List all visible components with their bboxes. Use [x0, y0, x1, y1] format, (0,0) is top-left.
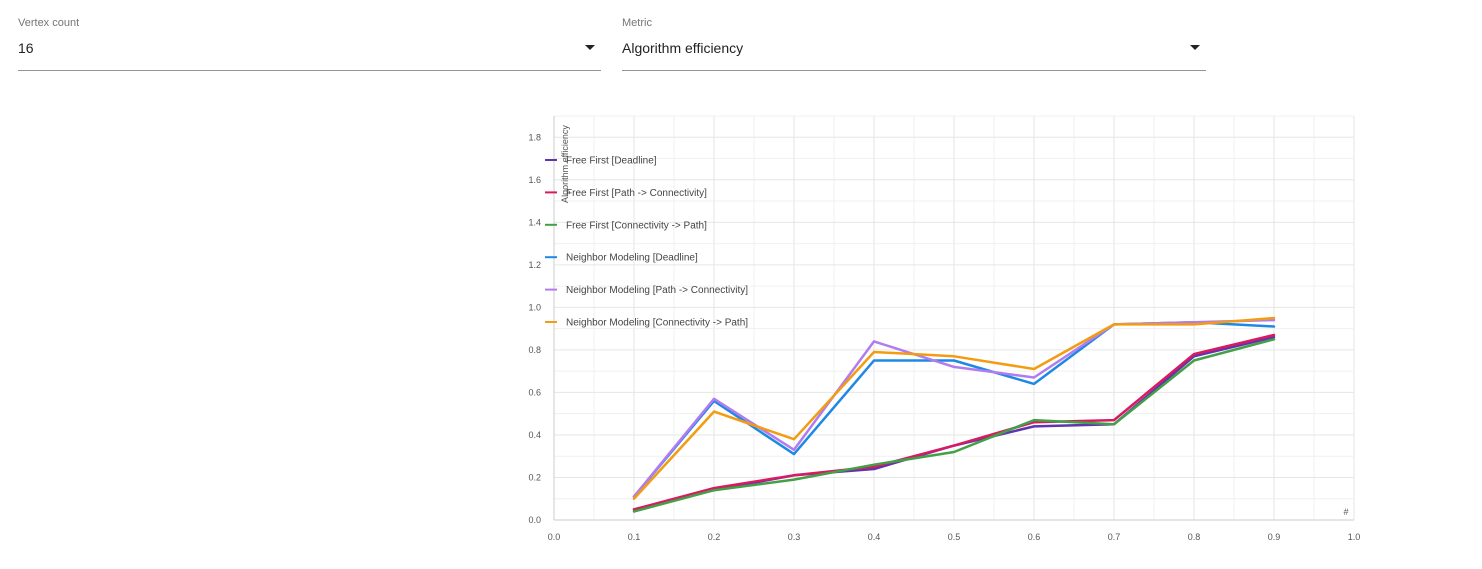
x-tick-label: 0.6 — [1028, 532, 1041, 542]
series-line — [632, 316, 1276, 500]
legend-label: Neighbor Modeling [Connectivity -> Path] — [566, 318, 748, 329]
x-tick-label: 0.3 — [788, 532, 801, 542]
legend-label: Free First [Path -> Connectivity] — [566, 188, 707, 199]
series-line — [632, 318, 1276, 498]
x-tick-label: 0.8 — [1188, 532, 1201, 542]
vertex-count-value: 16 — [18, 40, 34, 56]
x-tick-label: 0.0 — [548, 532, 561, 542]
series-line — [632, 333, 1276, 511]
metric-select[interactable]: Metric Algorithm efficiency — [622, 14, 1206, 71]
chart-series — [632, 316, 1276, 513]
x-tick-label: 0.5 — [948, 532, 961, 542]
legend-label: Neighbor Modeling [Path -> Connectivity] — [566, 285, 748, 296]
vertex-count-label: Vertex count — [18, 17, 80, 29]
y-axis-title: Algorithm efficiency — [560, 125, 570, 203]
y-tick-label: 1.2 — [528, 260, 541, 270]
y-tick-label: 0.2 — [528, 472, 541, 482]
y-tick-label: 1.6 — [528, 175, 541, 185]
y-tick-label: 0.6 — [528, 387, 541, 397]
y-tick-label: 0.8 — [528, 345, 541, 355]
caret-down-icon[interactable] — [585, 45, 595, 50]
y-tick-label: 1.4 — [528, 217, 541, 227]
x-tick-label: 0.2 — [708, 532, 721, 542]
metric-label: Metric — [622, 17, 652, 29]
caret-down-icon[interactable] — [1190, 45, 1200, 50]
chart-legend: Free First [Deadline] Free First [Path ->… — [545, 156, 748, 329]
vertex-count-select[interactable]: Vertex count 16 — [18, 14, 601, 71]
metric-value: Algorithm efficiency — [622, 40, 744, 56]
x-tick-label: 1.0 — [1348, 532, 1361, 542]
legend-label: Neighbor Modeling [Deadline] — [566, 253, 698, 264]
chart-axes: 0.0 0.1 0.2 0.3 0.4 0.5 0.6 0.7 0.8 0.9 1.0 0.0 0.2 0… — [528, 116, 1360, 542]
x-tick-label: 0.4 — [868, 532, 881, 542]
legend-label: Free First [Deadline] — [566, 156, 657, 167]
x-tick-label: 0.9 — [1268, 532, 1281, 542]
y-tick-label: 1.0 — [528, 302, 541, 312]
y-tick-label: 1.8 — [528, 132, 541, 142]
x-tick-label: 0.1 — [628, 532, 641, 542]
y-tick-label: 0.0 — [528, 515, 541, 525]
x-axis-title: # — [1343, 507, 1348, 517]
legend-label: Free First [Connectivity -> Path] — [566, 220, 707, 231]
y-tick-label: 0.4 — [528, 430, 541, 440]
series-line — [632, 338, 1276, 513]
x-tick-label: 0.7 — [1108, 532, 1121, 542]
